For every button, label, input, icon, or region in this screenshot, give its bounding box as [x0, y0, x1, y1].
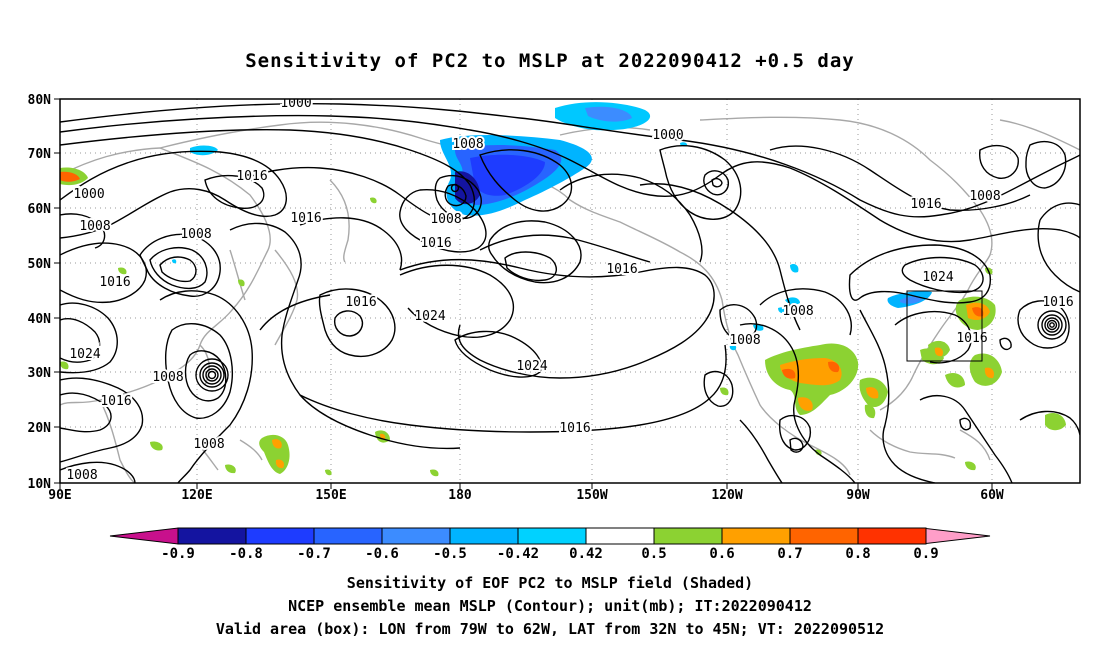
colorbar-label: -0.6 — [365, 546, 399, 562]
colorbar-label: 0.6 — [709, 546, 734, 562]
contour-label: 1016 — [606, 262, 637, 277]
contour-label: 1008 — [152, 370, 183, 385]
colorbar-segment — [857, 527, 927, 545]
lon-tick-label: 120W — [711, 488, 742, 503]
mslp-contours — [60, 102, 1080, 483]
contour-label: 1016 — [345, 295, 376, 310]
lat-tick-label: 80N — [28, 93, 52, 108]
caption-line-3: Valid area (box): LON from 79W to 62W, L… — [215, 620, 885, 638]
colorbar-segment — [313, 527, 383, 545]
lat-tick-label: 40N — [28, 312, 52, 327]
colorbar-label: -0.8 — [229, 546, 263, 562]
colorbar-segment — [245, 527, 315, 545]
positive-sensitivity-shading — [60, 167, 1066, 477]
lat-tick-label: 60N — [28, 202, 52, 217]
contour-label: 1008 — [79, 219, 110, 234]
contour-label: 1024 — [516, 359, 547, 374]
contour-label: 1016 — [290, 211, 321, 226]
colorbar-label: 0.9 — [913, 546, 938, 562]
contour-label: 1016 — [420, 236, 451, 251]
colorbar-label: 0.5 — [641, 546, 666, 562]
contour-label: 1008 — [66, 468, 97, 483]
contour-label: 1008 — [782, 304, 813, 319]
lon-tick-label: 180 — [448, 488, 472, 503]
colorbar-segment — [721, 527, 791, 545]
contour-label: 1024 — [922, 270, 953, 285]
contour-label: 1008 — [180, 227, 211, 242]
map-title: Sensitivity of PC2 to MSLP at 2022090412… — [245, 50, 855, 72]
contour-label: 1016 — [1042, 295, 1073, 310]
lat-tick-label: 20N — [28, 421, 52, 436]
contour-label: 1016 — [100, 394, 131, 409]
contour-label: 1008 — [193, 437, 224, 452]
lat-tick-label: 30N — [28, 366, 52, 381]
lon-tick-label: 120E — [181, 488, 212, 503]
colorbar-label: -0.7 — [297, 546, 331, 562]
lon-tick-label: 90W — [846, 488, 870, 503]
colorbar — [109, 527, 991, 545]
contour-label: 1008 — [729, 333, 760, 348]
lon-tick-labels: 90E 120E 150E 180 150W 120W 90W 60W — [48, 488, 1004, 503]
contour-label: 1000 — [73, 187, 104, 202]
colorbar-high-arrow — [921, 527, 991, 545]
colorbar-segment — [177, 527, 247, 545]
colorbar-label: 0.7 — [777, 546, 802, 562]
contour-label: 1000 — [652, 128, 683, 143]
lat-tick-label: 70N — [28, 147, 52, 162]
colorbar-labels: -0.9 -0.8 -0.7 -0.6 -0.5 -0.42 0.42 0.5 … — [161, 546, 939, 562]
tick-marks — [54, 98, 993, 489]
valid-area-box — [906, 290, 983, 362]
colorbar-label: -0.5 — [433, 546, 467, 562]
colorbar-segment — [517, 527, 587, 545]
contour-label: 1008 — [452, 137, 483, 152]
colorbar-segment — [381, 527, 451, 545]
lon-tick-label: 60W — [980, 488, 1004, 503]
lon-tick-label: 90E — [48, 488, 71, 503]
contour-label: 1016 — [956, 331, 987, 346]
contour-label: 1000 — [280, 96, 311, 111]
colorbar-segment — [653, 527, 723, 545]
colorbar-label: -0.42 — [497, 546, 539, 562]
contour-label: 1008 — [430, 212, 461, 227]
lat-tick-label: 50N — [28, 257, 52, 272]
contour-label: 1016 — [910, 197, 941, 212]
colorbar-segment — [449, 527, 519, 545]
colorbar-label: 0.42 — [569, 546, 603, 562]
colorbar-label: -0.9 — [161, 546, 195, 562]
colorbar-label: 0.8 — [845, 546, 870, 562]
contour-label: 1016 — [236, 169, 267, 184]
contour-label: 1016 — [99, 275, 130, 290]
lat-tick-label: 10N — [28, 477, 52, 492]
lat-tick-labels: 80N 70N 60N 50N 40N 30N 20N 10N — [28, 93, 52, 492]
colorbar-segment — [789, 527, 859, 545]
caption-line-1: Sensitivity of EOF PC2 to MSLP field (Sh… — [346, 574, 754, 592]
plot-frame — [59, 98, 1081, 484]
coastlines — [60, 116, 1080, 483]
contour-label: 1016 — [559, 421, 590, 436]
lon-tick-label: 150E — [315, 488, 346, 503]
contour-labels: 1000 1000 1008 1000 1016 1008 1008 1016 … — [64, 96, 1075, 483]
contour-label: 1024 — [414, 309, 445, 324]
lon-tick-label: 150W — [576, 488, 607, 503]
colorbar-segment — [585, 527, 655, 545]
contour-label: 1008 — [969, 189, 1000, 204]
caption-line-2: NCEP ensemble mean MSLP (Contour); unit(… — [288, 597, 812, 615]
contour-label: 1024 — [69, 347, 100, 362]
colorbar-low-arrow — [109, 527, 179, 545]
